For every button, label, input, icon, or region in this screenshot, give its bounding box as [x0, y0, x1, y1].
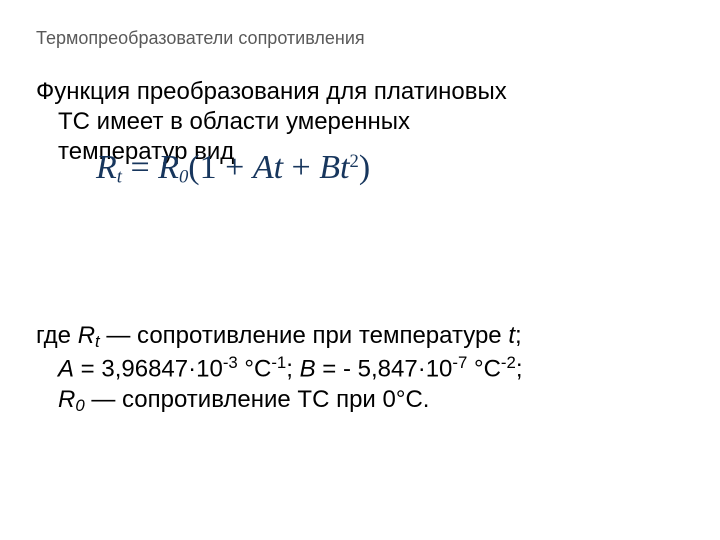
def-t: t: [508, 322, 515, 349]
formula-R0-sub: 0: [179, 167, 188, 188]
formula-R0: R: [158, 149, 179, 186]
def-A: A: [58, 356, 74, 383]
def-semi1: ;: [515, 322, 522, 349]
formula-B: B: [319, 149, 340, 186]
def-A-unit-exp: -1: [271, 353, 286, 372]
slide-title: Термопреобразователи сопротивления: [36, 28, 684, 49]
para1-line1: Функция преобразования для платиновых: [36, 78, 507, 105]
formula-area: Rt = R0(1 + At + Bt2): [36, 161, 684, 281]
def-B-eq: = - 5,847·10: [316, 356, 453, 383]
formula-t1: t: [274, 149, 283, 186]
def-R0-text: — сопротивление ТС при 0°С.: [85, 386, 430, 413]
formula-plus: +: [283, 149, 319, 186]
para1-line2: ТС имеет в области умеренных: [58, 108, 410, 135]
formula-open: (: [188, 149, 199, 186]
formula: Rt = R0(1 + At + Bt2): [96, 147, 370, 190]
def-B: B: [300, 356, 316, 383]
formula-close: ): [359, 149, 370, 186]
def-A-unit-pre: °С: [238, 356, 272, 383]
formula-one: 1 +: [200, 149, 253, 186]
def-B-unit-exp: -2: [501, 353, 516, 372]
formula-sq: 2: [349, 151, 358, 172]
formula-A: A: [253, 149, 274, 186]
definitions: где Rt — сопротивление при температуре t…: [36, 321, 684, 417]
def-sep1: ;: [286, 356, 299, 383]
def-semi2: ;: [516, 356, 523, 383]
def-B-exp: -7: [452, 353, 467, 372]
def-R0-sub: 0: [75, 396, 84, 415]
def-Rt: R: [78, 322, 95, 349]
def-gde: где: [36, 322, 78, 349]
def-B-unit-pre: °С: [467, 356, 501, 383]
def-dash1: — сопротивление при температуре: [100, 322, 509, 349]
def-R0: R: [58, 386, 75, 413]
formula-Rt: R: [96, 149, 117, 186]
formula-eq: =: [122, 149, 158, 186]
def-A-exp: -3: [223, 353, 238, 372]
def-A-eq: = 3,96847·10: [74, 356, 223, 383]
slide-body: Функция преобразования для платиновых ТС…: [36, 77, 684, 417]
